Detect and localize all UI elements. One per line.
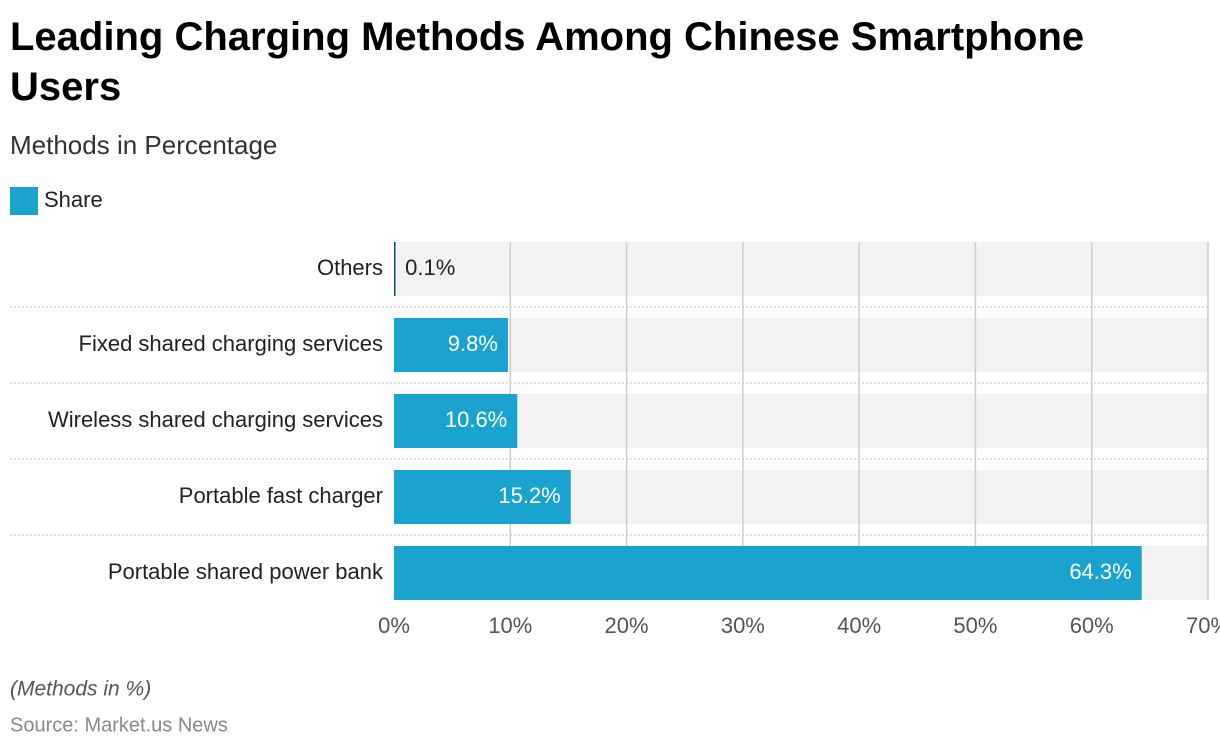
value-label: 9.8% bbox=[448, 331, 498, 356]
bar bbox=[394, 318, 508, 372]
source: Source: Market.us News bbox=[10, 714, 228, 736]
category-label: Others bbox=[317, 255, 383, 280]
chart-subtitle: Methods in Percentage bbox=[10, 130, 278, 160]
x-tick-label: 10% bbox=[488, 613, 532, 638]
value-label: 0.1% bbox=[405, 255, 455, 280]
value-label: 10.6% bbox=[445, 407, 507, 432]
category-label: Portable fast charger bbox=[179, 483, 383, 508]
bar bbox=[394, 394, 518, 448]
x-tick-label: 40% bbox=[837, 613, 881, 638]
x-tick-label: 60% bbox=[1070, 613, 1114, 638]
bar bbox=[394, 546, 1142, 600]
row-background bbox=[394, 394, 1208, 448]
category-label: Wireless shared charging services bbox=[48, 407, 383, 432]
legend-swatch bbox=[10, 187, 38, 215]
chart-title: Leading Charging Methods Among Chinese S… bbox=[10, 15, 1085, 109]
legend-label: Share bbox=[44, 187, 103, 212]
value-label: 15.2% bbox=[498, 483, 560, 508]
x-tick-label: 20% bbox=[605, 613, 649, 638]
row-background bbox=[394, 242, 1208, 296]
bar bbox=[394, 470, 571, 524]
x-tick-label: 30% bbox=[721, 613, 765, 638]
x-tick-label: 0% bbox=[378, 613, 410, 638]
bar bbox=[394, 242, 396, 296]
note: (Methods in %) bbox=[10, 678, 151, 701]
row-background bbox=[394, 318, 1208, 372]
category-label: Fixed shared charging services bbox=[79, 331, 383, 356]
category-label: Portable shared power bank bbox=[108, 559, 384, 584]
value-label: 64.3% bbox=[1069, 559, 1131, 584]
x-tick-label: 50% bbox=[953, 613, 997, 638]
x-tick-label: 70% bbox=[1186, 613, 1220, 638]
